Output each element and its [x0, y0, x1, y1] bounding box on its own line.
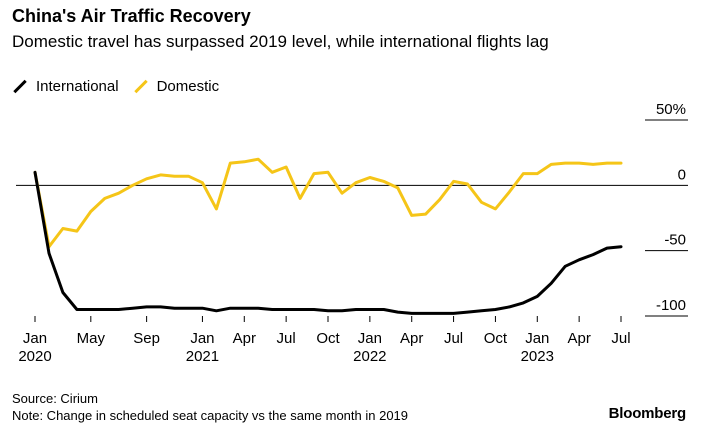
x-tick-year: 2023	[521, 348, 554, 365]
legend-label-domestic: Domestic	[156, 78, 220, 95]
x-tick-label: Jan	[190, 330, 214, 347]
x-tick-label: Apr	[233, 330, 256, 347]
y-tick-label: 0	[678, 166, 686, 183]
x-tick-label: Sep	[133, 330, 160, 347]
source-note: Source: Cirium	[12, 391, 98, 406]
x-tick-label: Jul	[444, 330, 463, 347]
x-tick-year: 2021	[186, 348, 219, 365]
x-tick-label: Oct	[484, 330, 508, 347]
x-tick-label: Jan	[525, 330, 549, 347]
x-tick-label: Oct	[316, 330, 340, 347]
brand-logo: Bloomberg	[608, 405, 687, 422]
y-tick-label: -50	[664, 232, 686, 249]
x-tick-label: Jan	[358, 330, 382, 347]
series-line-international	[33, 170, 623, 315]
x-tick-label: Jul	[277, 330, 296, 347]
x-tick-label: May	[77, 330, 106, 347]
chart-subtitle: Domestic travel has surpassed 2019 level…	[12, 32, 549, 51]
legend: International Domestic	[12, 78, 233, 95]
x-tick-label: Apr	[567, 330, 590, 347]
chart-title: China's Air Traffic Recovery	[12, 6, 251, 26]
legend-label-international: International	[36, 78, 119, 95]
legend-item-domestic: Domestic	[133, 78, 220, 95]
y-tick-label: -100	[656, 297, 686, 314]
x-tick-label: Apr	[400, 330, 423, 347]
series-line-domestic	[33, 157, 623, 249]
footnote: Note: Change in scheduled seat capacity …	[12, 408, 409, 423]
x-tick-label: Jul	[611, 330, 630, 347]
x-tick-year: 2020	[18, 348, 51, 365]
y-tick-label: 50%	[656, 101, 686, 118]
legend-item-international: International	[12, 78, 119, 95]
x-tick-label: Jan	[23, 330, 47, 347]
x-tick-year: 2022	[353, 348, 386, 365]
